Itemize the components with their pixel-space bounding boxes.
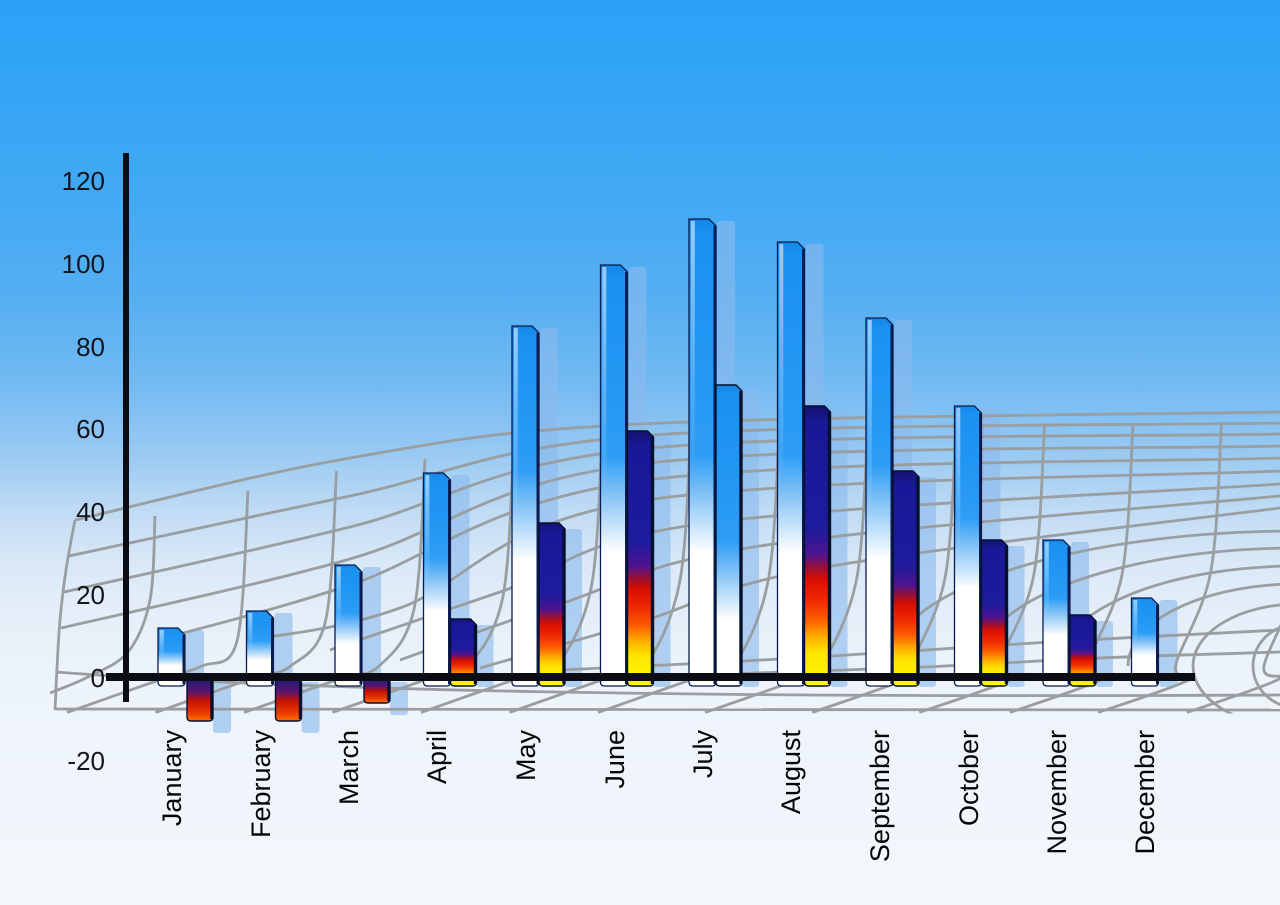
svg-text:June: June: [600, 730, 630, 789]
svg-text:August: August: [776, 730, 806, 815]
svg-text:February: February: [246, 730, 276, 839]
svg-text:January: January: [157, 730, 187, 827]
svg-text:May: May: [511, 730, 541, 782]
svg-text:September: September: [865, 730, 895, 862]
svg-text:July: July: [688, 730, 718, 779]
svg-text:40: 40: [76, 497, 105, 527]
svg-text:April: April: [422, 730, 452, 784]
svg-text:120: 120: [62, 166, 105, 196]
svg-text:December: December: [1130, 730, 1160, 855]
svg-text:October: October: [954, 730, 984, 826]
svg-text:100: 100: [62, 249, 105, 279]
svg-text:60: 60: [76, 414, 105, 444]
svg-text:November: November: [1042, 730, 1072, 855]
svg-text:20: 20: [76, 580, 105, 610]
svg-text:-20: -20: [67, 746, 105, 776]
svg-text:0: 0: [91, 663, 105, 693]
svg-text:80: 80: [76, 332, 105, 362]
svg-text:March: March: [334, 730, 364, 805]
